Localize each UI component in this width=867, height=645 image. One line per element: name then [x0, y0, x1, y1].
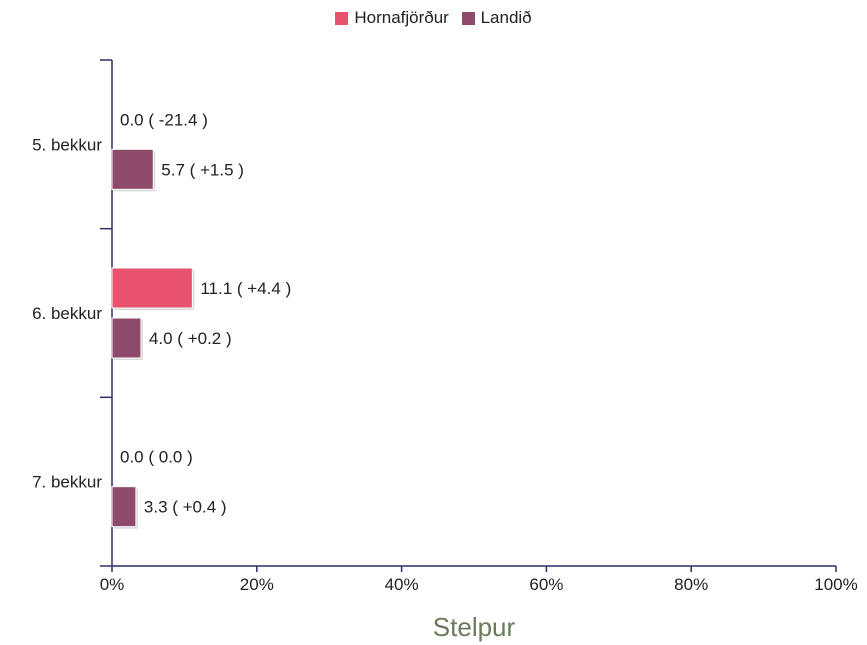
- data-label: 3.3 ( +0.4 ): [144, 498, 227, 517]
- data-label: 0.0 ( -21.4 ): [120, 110, 208, 129]
- x-tick-label: 60%: [529, 575, 563, 594]
- legend-item-hornafjordur: Hornafjörður: [335, 8, 449, 28]
- category-label: 7. bekkur: [32, 473, 102, 492]
- x-tick-label: 20%: [240, 575, 274, 594]
- legend: Hornafjörður Landið: [0, 8, 867, 30]
- legend-swatch-landid: [461, 11, 475, 25]
- data-label: 0.0 ( 0.0 ): [120, 448, 193, 467]
- x-tick-label: 80%: [674, 575, 708, 594]
- data-label: 5.7 ( +1.5 ): [161, 160, 244, 179]
- legend-label-landid: Landið: [480, 8, 532, 27]
- legend-label-hornafjordur: Hornafjörður: [354, 8, 449, 27]
- bar: [111, 317, 142, 359]
- data-label: 11.1 ( +4.4 ): [200, 279, 291, 298]
- x-tick-label: 40%: [385, 575, 419, 594]
- data-label: 4.0 ( +0.2 ): [149, 329, 232, 348]
- category-label: 5. bekkur: [32, 135, 102, 154]
- x-tick-label: 100%: [814, 575, 857, 594]
- category-label: 6. bekkur: [32, 304, 102, 323]
- bar: [111, 267, 193, 309]
- legend-swatch-hornafjordur: [335, 11, 349, 25]
- x-axis-title: Stelpur: [432, 612, 516, 642]
- x-tick-label: 0%: [100, 575, 125, 594]
- bar: [111, 486, 137, 528]
- legend-item-landid: Landið: [461, 8, 532, 28]
- bar: [111, 148, 154, 190]
